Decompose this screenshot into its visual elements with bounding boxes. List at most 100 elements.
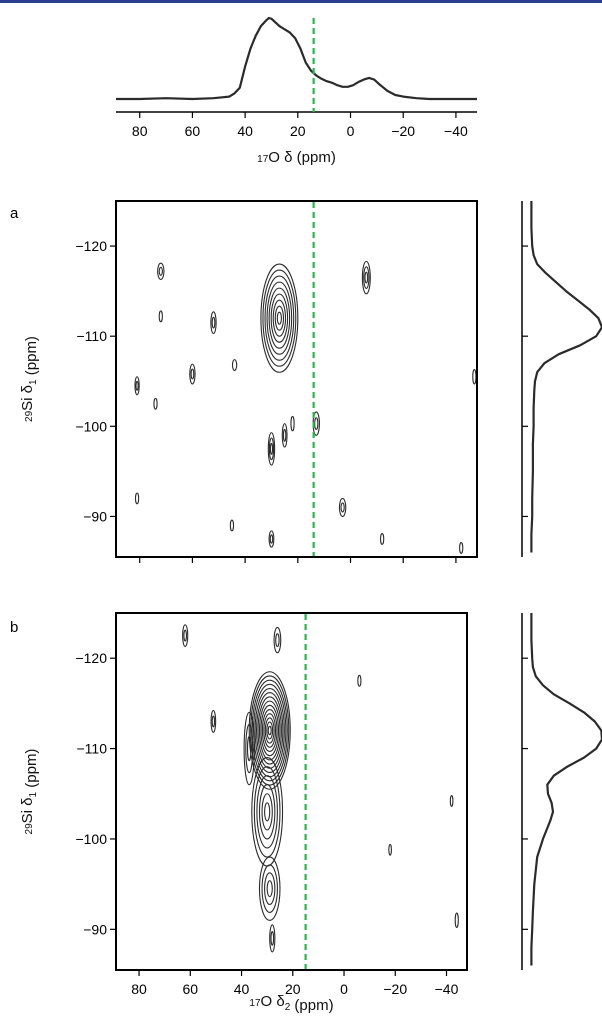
panel-a-contour — [380, 533, 385, 545]
panel-a-contour — [190, 368, 195, 380]
panel-b-contour — [248, 671, 291, 790]
panel-a-contour — [276, 311, 282, 325]
panel-a-contour — [268, 287, 291, 349]
panel-a-contour — [459, 542, 464, 554]
top-x-tick-label: 80 — [132, 123, 148, 139]
panel-b-contour — [251, 679, 288, 782]
panel-a-contour — [269, 534, 274, 544]
panel-b-x-axis-title: 17O δ2 (ppm) — [249, 993, 333, 1014]
top-x-axis-title: 17O δ (ppm) — [257, 149, 336, 166]
panel-b-contour — [264, 802, 271, 822]
panel-b-y-axis-title: 29Si δ1 (ppm) — [19, 749, 40, 835]
panel-a-contour — [281, 423, 288, 448]
panel-b-contour — [275, 633, 280, 647]
panel-b-contour — [261, 708, 278, 753]
panel-a-contours — [134, 260, 477, 554]
panel-b-contour — [245, 723, 254, 774]
panel-a-contour — [290, 415, 295, 432]
top-x-tick-label: 20 — [290, 123, 306, 139]
panel-b-contour — [357, 674, 362, 687]
panel-b-x-tick-label: 20 — [285, 981, 301, 997]
panel-b-contour — [258, 856, 281, 921]
panel-b-contour — [254, 687, 285, 774]
panel-b-contours — [182, 624, 459, 953]
panel-a-contour — [189, 363, 196, 385]
panel-a-contour — [340, 502, 345, 513]
panel-b-contour — [258, 700, 281, 761]
panel-a-contour — [134, 492, 140, 505]
panel-a-contour — [260, 263, 299, 373]
panel-a-y-tick-label: −90 — [83, 508, 107, 524]
panel-b-y-tick-label: −110 — [77, 741, 108, 757]
panel-b-contour — [257, 696, 282, 765]
panel-b-x-tick-label: −40 — [435, 981, 459, 997]
panel-a-contour — [472, 368, 477, 385]
top-x-tick-label: −20 — [391, 123, 415, 139]
panel-b-contour — [255, 692, 284, 769]
panel-b-contour — [261, 793, 273, 831]
panel-b-contour — [388, 843, 392, 856]
panel-b-x-tick-label: 60 — [183, 981, 199, 997]
panel-b-contour — [258, 784, 276, 840]
panel-a-contour — [157, 262, 165, 280]
panel-a-y-axis-title: 29Si δ1 (ppm) — [19, 336, 40, 422]
panel-a-contour — [211, 316, 216, 329]
panel-b-y-tick-label: −120 — [75, 650, 107, 666]
panel-b-contour — [211, 715, 216, 728]
top-x-tick-label: 0 — [347, 123, 355, 139]
panel-b-y-tick-label: −90 — [83, 921, 107, 937]
panel-b-contour — [261, 864, 278, 913]
panel-b-contour — [264, 717, 275, 744]
panel-a-contour — [361, 260, 371, 295]
panel-b-contour — [243, 711, 255, 786]
panel-a-contour — [158, 310, 163, 323]
panel-a-y-tick-label: −110 — [77, 328, 108, 344]
panel-a-contour — [268, 530, 275, 548]
side-projection-b-line — [530, 613, 602, 966]
panel-b-contour — [253, 766, 281, 858]
panel-a-contour — [262, 269, 297, 367]
panel-b-contour — [260, 704, 280, 757]
panel-b-contour — [454, 912, 459, 929]
panel-a-contour — [210, 311, 217, 335]
top-x-tick-label: 60 — [185, 123, 201, 139]
panel-b-contour — [250, 675, 290, 786]
side-projection-a-line — [530, 201, 602, 553]
panel-b-contour — [183, 629, 188, 642]
panel-a-contour — [231, 359, 238, 371]
panel-a-contour — [272, 299, 287, 337]
panel-a-contour — [270, 293, 289, 343]
panel-a-y-tick-label: −120 — [75, 238, 107, 254]
panel-a-contour — [158, 266, 163, 276]
top-x-tick-label: 40 — [237, 123, 253, 139]
panel-a-frame — [115, 200, 478, 558]
panel-a-contour — [266, 281, 293, 355]
panel-b-contour — [267, 725, 272, 736]
panel-b-contour — [256, 775, 278, 849]
panel-a-contour — [269, 442, 274, 455]
panel-a-contour — [267, 432, 276, 466]
top-projection-line — [116, 16, 477, 101]
panel-b-frame — [115, 612, 468, 971]
panel-b-contour — [266, 880, 273, 898]
panel-b-contour — [264, 872, 276, 906]
panel-b-contour — [269, 924, 276, 953]
panel-b-contour — [266, 721, 274, 740]
panel-a-contour — [364, 271, 369, 284]
panel-a-contour — [268, 437, 275, 461]
panel-b-x-tick-label: 80 — [131, 981, 147, 997]
panel-a-label: a — [10, 205, 19, 222]
panel-a-contour — [274, 305, 285, 331]
panel-a-contour — [363, 266, 370, 289]
panel-a-y-tick-label: −100 — [75, 418, 107, 434]
panel-a-contour — [135, 380, 139, 391]
top-x-tick-label: −40 — [444, 123, 468, 139]
top-rule — [0, 0, 602, 3]
panel-a-contour — [264, 275, 295, 361]
panel-b-y-tick-label: −100 — [75, 831, 107, 847]
panel-b-contour — [273, 626, 282, 654]
panel-b-x-tick-label: 40 — [234, 981, 250, 997]
panel-a-contour — [314, 417, 319, 431]
panel-b-contour — [182, 624, 189, 647]
